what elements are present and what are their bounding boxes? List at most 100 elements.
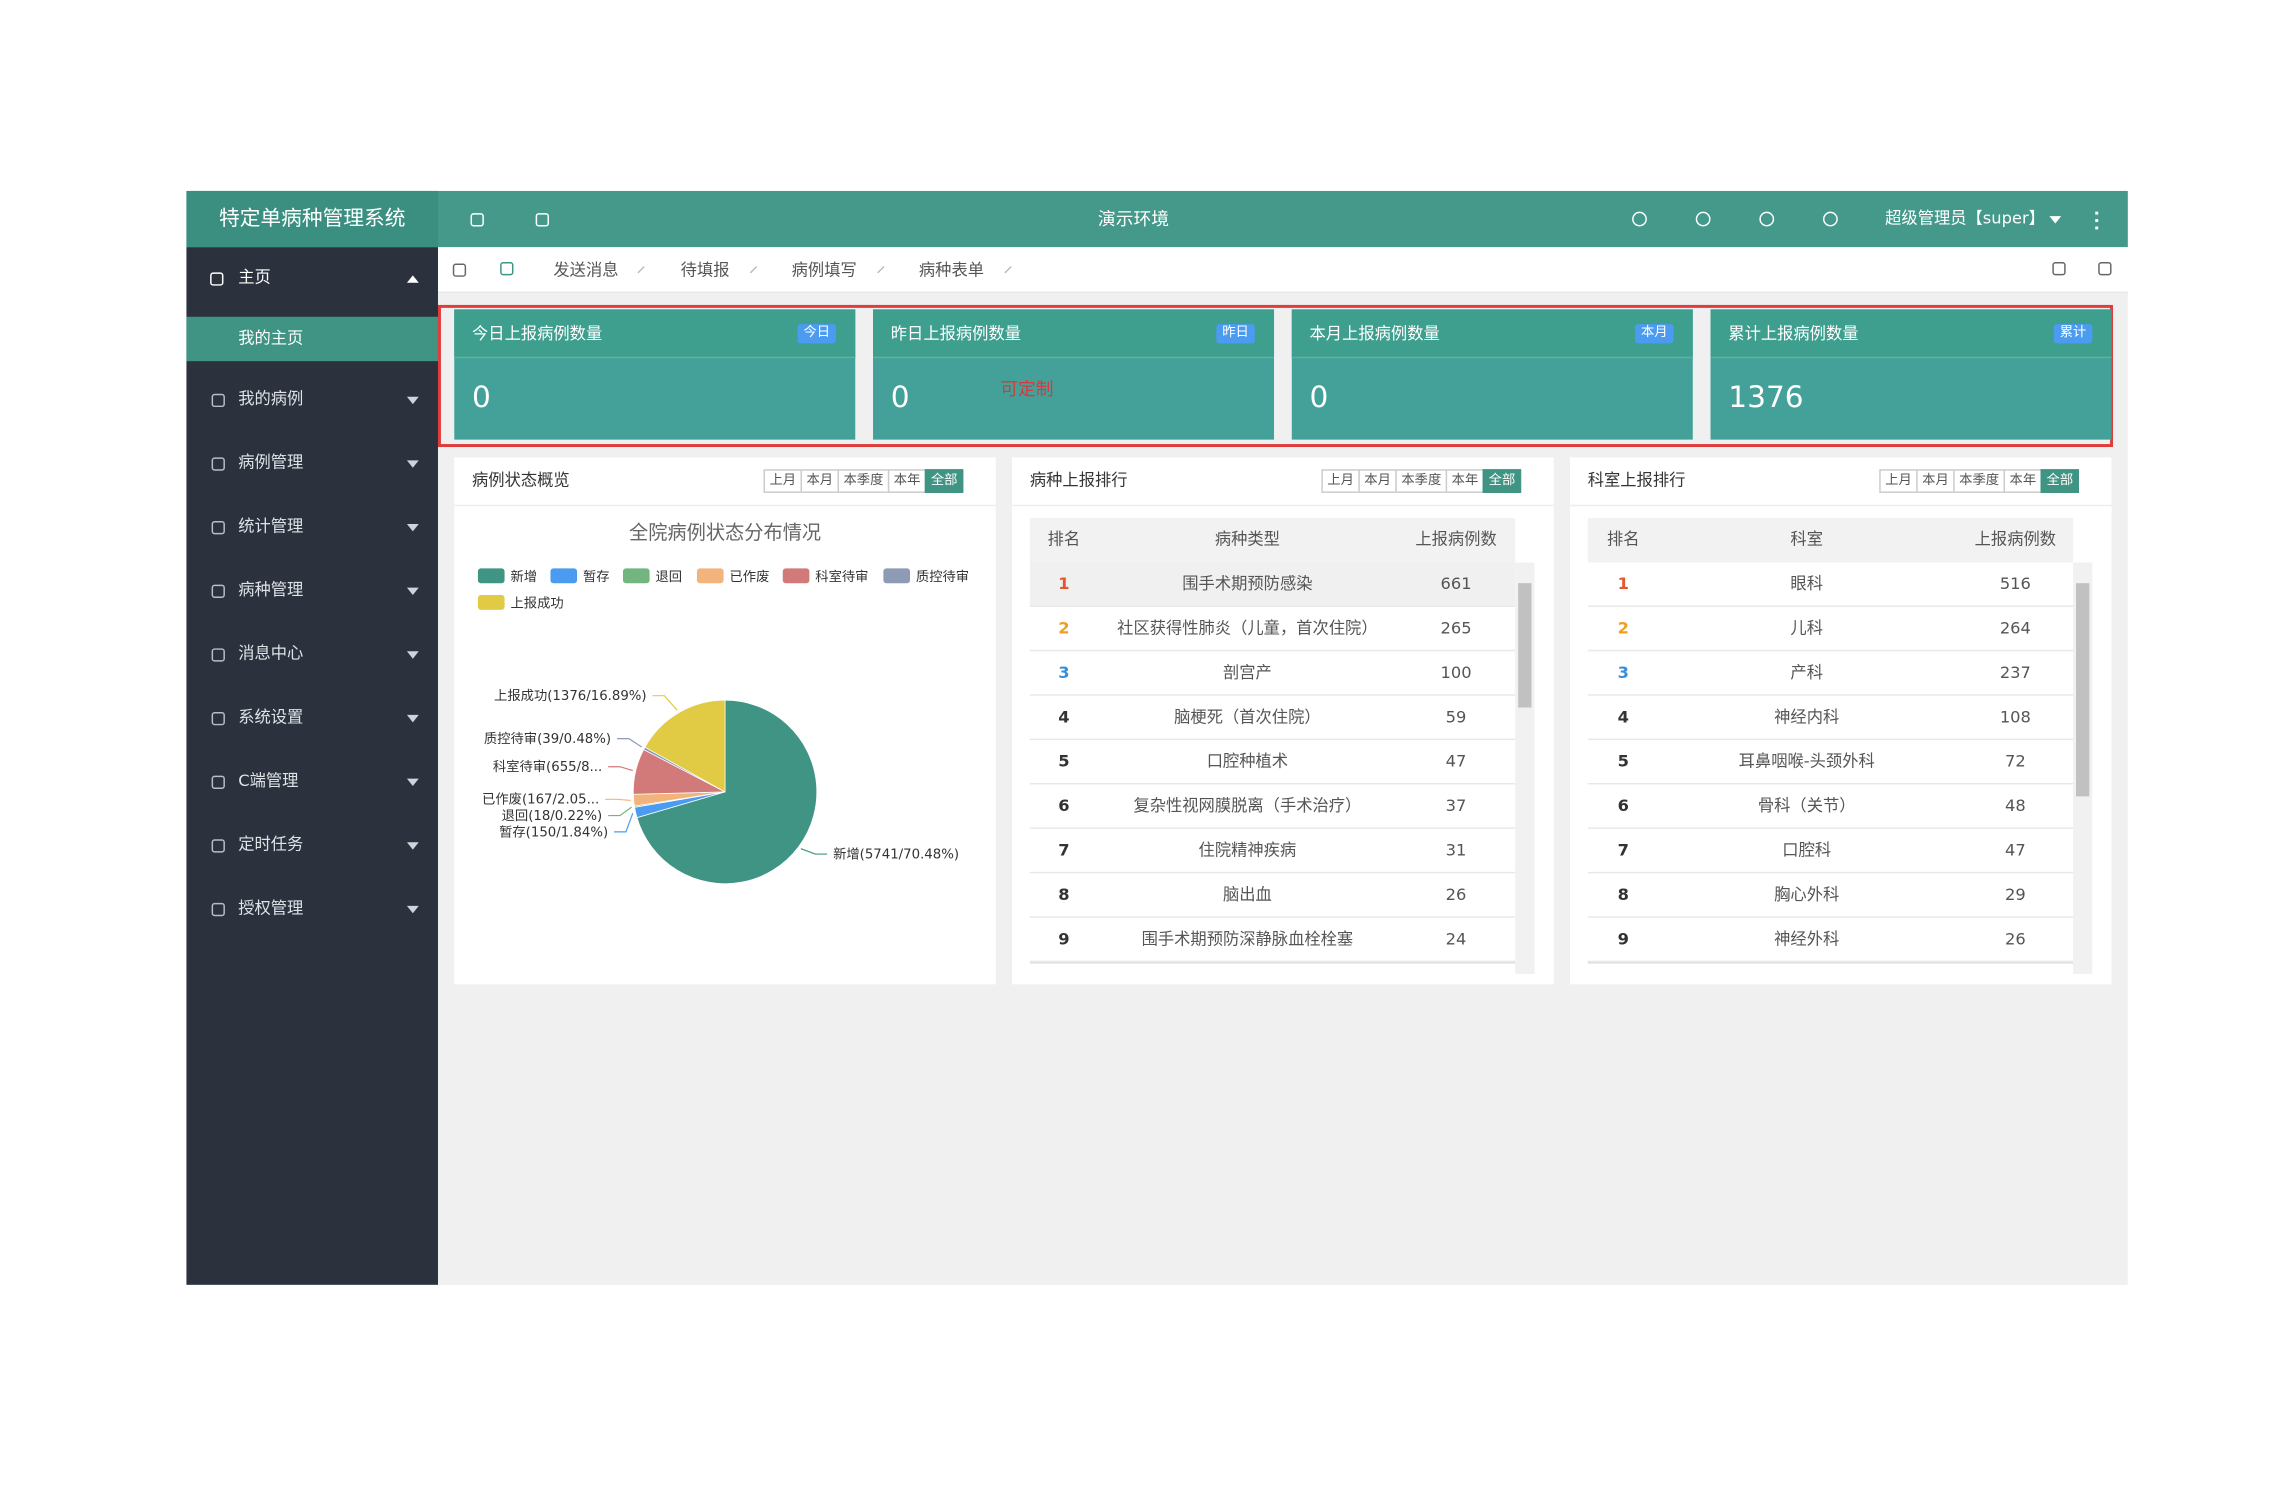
filter-button[interactable]: 上月 — [763, 469, 803, 493]
table-cell: 4 — [1617, 707, 1629, 727]
legend-label: 暂存 — [583, 569, 610, 585]
tab[interactable]: 病种表单 — [918, 260, 985, 280]
filter-button[interactable]: 本季度 — [1953, 469, 2006, 493]
legend-label: 已作废 — [729, 569, 769, 585]
more-dot — [2095, 226, 2099, 230]
stat-card-value: 0 — [1309, 378, 1329, 415]
filter-button[interactable]: 本年 — [2003, 469, 2043, 493]
filter-button[interactable]: 本月 — [800, 469, 840, 493]
filter-button[interactable]: 本月 — [1358, 469, 1397, 493]
table-cell: 7 — [1617, 840, 1629, 860]
icon — [211, 775, 225, 789]
filter-group: 上月 本月 本季度 本年 全部 — [1879, 469, 2080, 493]
filter-button[interactable]: 本年 — [887, 469, 927, 493]
tab-bar — [437, 247, 2128, 294]
row-line — [1587, 827, 2074, 829]
panel-title: 病例状态概览 — [472, 470, 570, 490]
header-icon-button[interactable] — [1759, 211, 1775, 227]
caret-icon — [406, 460, 419, 468]
table-cell: 37 — [1445, 796, 1467, 816]
filter-button[interactable]: 本季度 — [1395, 469, 1448, 493]
highlight-frame — [437, 304, 2114, 448]
menu-item[interactable]: 病种管理 — [238, 580, 304, 600]
system-title: 特定单病种管理系统 — [218, 207, 406, 231]
table-cell: 6 — [1617, 796, 1629, 816]
menu-item[interactable]: 病例管理 — [238, 452, 304, 473]
menu-item-home[interactable]: 主页 — [238, 267, 271, 288]
table-cell: 神经外科 — [1774, 929, 1840, 949]
filter-button[interactable]: 本季度 — [837, 469, 890, 493]
icon — [211, 457, 225, 471]
menu-item[interactable]: 消息中心 — [238, 643, 304, 664]
user-menu[interactable]: 超级管理员【super】 — [1885, 208, 2045, 228]
scrollbar-thumb — [2076, 583, 2090, 797]
menu-item[interactable]: 统计管理 — [238, 516, 304, 536]
table-cell: 265 — [1440, 618, 1472, 638]
table-cell: 2 — [1617, 618, 1629, 638]
row-line — [1029, 649, 1516, 652]
header-icon-button[interactable] — [1695, 211, 1711, 227]
row-line — [1587, 738, 2074, 741]
icon — [2052, 261, 2066, 276]
table-cell: 108 — [1999, 707, 2031, 727]
caret-icon — [406, 842, 419, 850]
row-line — [1029, 783, 1516, 785]
filter-button[interactable]: 全部 — [2040, 469, 2080, 493]
header-icon-button[interactable] — [1632, 211, 1647, 227]
filter-button[interactable]: 全部 — [1482, 469, 1522, 493]
tab[interactable]: 病例填写 — [791, 260, 857, 280]
table-cell: 24 — [1445, 929, 1467, 949]
tab[interactable]: 发送消息 — [553, 260, 619, 280]
table-cell: 围手术期预防感染 — [1182, 574, 1313, 594]
slice-label: 退回(18/0.22%) — [502, 808, 603, 824]
panel-header-line — [1012, 504, 1554, 507]
filter-button[interactable]: 本年 — [1445, 469, 1485, 493]
filter-button[interactable]: 全部 — [924, 469, 964, 493]
table-cell: 1 — [1617, 574, 1629, 594]
legend-label: 质控待审 — [916, 569, 969, 585]
tab[interactable]: 待填报 — [680, 260, 730, 280]
menu-item[interactable]: 授权管理 — [238, 898, 304, 918]
label-leader — [605, 798, 631, 802]
filter-button[interactable]: 本月 — [1916, 469, 1955, 493]
row-line — [1029, 605, 1516, 607]
column-header: 上报病例数 — [1974, 529, 2057, 550]
submenu-item[interactable]: 我的主页 — [238, 328, 304, 348]
slice-label: 新增(5741/70.48%) — [833, 847, 959, 863]
chart-title: 全院病例状态分布情况 — [629, 521, 821, 544]
stat-card-badge: 本月 — [1635, 324, 1674, 344]
pie-slice — [644, 699, 726, 793]
icon — [211, 393, 225, 408]
label-leader — [652, 695, 678, 711]
column-header: 排名 — [1047, 529, 1081, 550]
table-cell: 48 — [2004, 796, 2026, 816]
row-line — [1587, 960, 2074, 963]
legend-swatch — [477, 595, 505, 610]
menu-item[interactable]: 定时任务 — [238, 834, 304, 855]
header-icon-button[interactable] — [1822, 211, 1838, 227]
panel-header-line — [1569, 504, 2112, 507]
filter-button[interactable]: 上月 — [1321, 469, 1360, 493]
table-cell: 7 — [1058, 840, 1070, 860]
pie-slice — [636, 699, 818, 885]
icon — [452, 263, 467, 277]
filter-button[interactable]: 上月 — [1879, 469, 1918, 493]
stat-card-header — [1710, 309, 2112, 359]
stat-card-title: 今日上报病例数量 — [472, 324, 603, 344]
table-cell: 复杂性视网膜脱离（手术治疗） — [1133, 796, 1362, 816]
table-header — [1029, 518, 1516, 563]
menu-item[interactable]: C端管理 — [238, 771, 299, 791]
icon — [211, 521, 225, 535]
stat-card-value: 1376 — [1728, 378, 1804, 415]
menu-item[interactable]: 系统设置 — [238, 707, 304, 727]
table-bottom — [1029, 962, 1535, 974]
caret-icon — [406, 905, 419, 914]
table-cell: 2 — [1058, 618, 1070, 638]
row-line — [1587, 916, 2074, 918]
table-cell: 围手术期预防深静脉血栓栓塞 — [1141, 929, 1354, 949]
menu-item[interactable]: 我的病例 — [238, 389, 304, 409]
stat-card-badge: 昨日 — [1216, 324, 1255, 344]
legend-swatch — [477, 568, 505, 584]
slice-label: 质控待审(39/0.48%) — [484, 731, 611, 747]
